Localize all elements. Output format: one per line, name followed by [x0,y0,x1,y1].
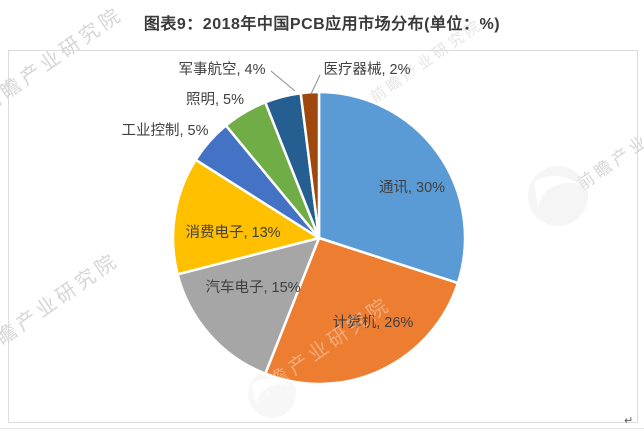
pie-data-label: 汽车电子, 15% [205,279,300,296]
pie-slice-计算机 [264,236,460,386]
qianzhan-logo-icon [528,166,588,226]
pie-data-label: 医疗器械, 2% [323,61,410,78]
label-leader-line [310,74,321,95]
qianzhan-logo-icon [248,370,296,418]
pie-slice-汽车电子 [176,236,321,375]
pie-data-label: 工业控制, 5% [121,122,208,139]
pie-data-label: 消费电子, 13% [185,224,280,241]
page-divider-line [0,428,644,429]
pie-slice-通讯 [317,90,467,285]
return-mark: ↵ [624,415,634,427]
chart-title: 图表9：2018年中国PCB应用市场分布(单位：%) [143,16,501,33]
pie-data-label: 照明, 5% [186,92,244,108]
pie-data-label: 计算机, 26% [333,314,414,331]
pie-slice-消费电子 [171,158,321,276]
pie-data-label: 通讯, 30% [379,179,445,196]
pie-data-label: 军事航空, 4% [178,61,265,78]
pie-slice-医疗器械 [299,90,321,240]
label-leader-line [270,70,296,92]
